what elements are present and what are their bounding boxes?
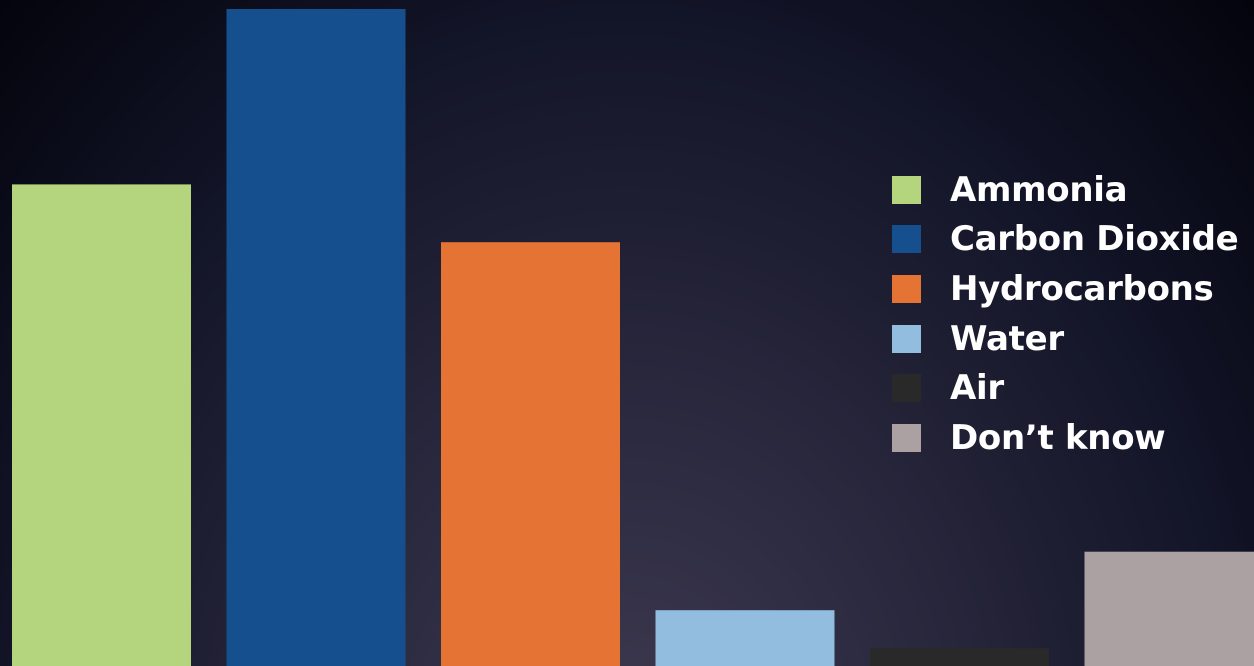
legend-label: Air [950, 368, 1004, 409]
legend-item-water: Water [892, 314, 1254, 364]
legend-label: Water [950, 318, 1064, 359]
legend-swatch [892, 274, 921, 303]
legend-swatch [892, 374, 921, 403]
legend-item-air: Air [892, 363, 1254, 413]
legend-swatch [892, 423, 921, 452]
bar-ammonia [12, 184, 191, 666]
bar-hydrocarbons [441, 242, 620, 666]
legend: Ammonia Carbon Dioxide Hydrocarbons Water Ai… [892, 165, 1254, 463]
legend-swatch [892, 225, 921, 254]
bar-carbon-dioxide [226, 9, 406, 666]
legend-label: Carbon Dioxide [950, 219, 1239, 260]
legend-item-hydrocarbons: Hydrocarbons [892, 264, 1254, 314]
legend-item-don-t-know: Don’t know [892, 413, 1254, 463]
legend-label: Ammonia [950, 169, 1128, 210]
legend-swatch [892, 175, 921, 204]
legend-label: Don’t know [950, 417, 1166, 458]
legend-swatch [892, 324, 921, 353]
legend-item-ammonia: Ammonia [892, 165, 1254, 215]
bar-don-t-know [1084, 551, 1254, 666]
legend-label: Hydrocarbons [950, 268, 1214, 309]
bar-air [870, 648, 1049, 666]
legend-item-carbon-dioxide: Carbon Dioxide [892, 215, 1254, 265]
bar-water [655, 610, 835, 666]
